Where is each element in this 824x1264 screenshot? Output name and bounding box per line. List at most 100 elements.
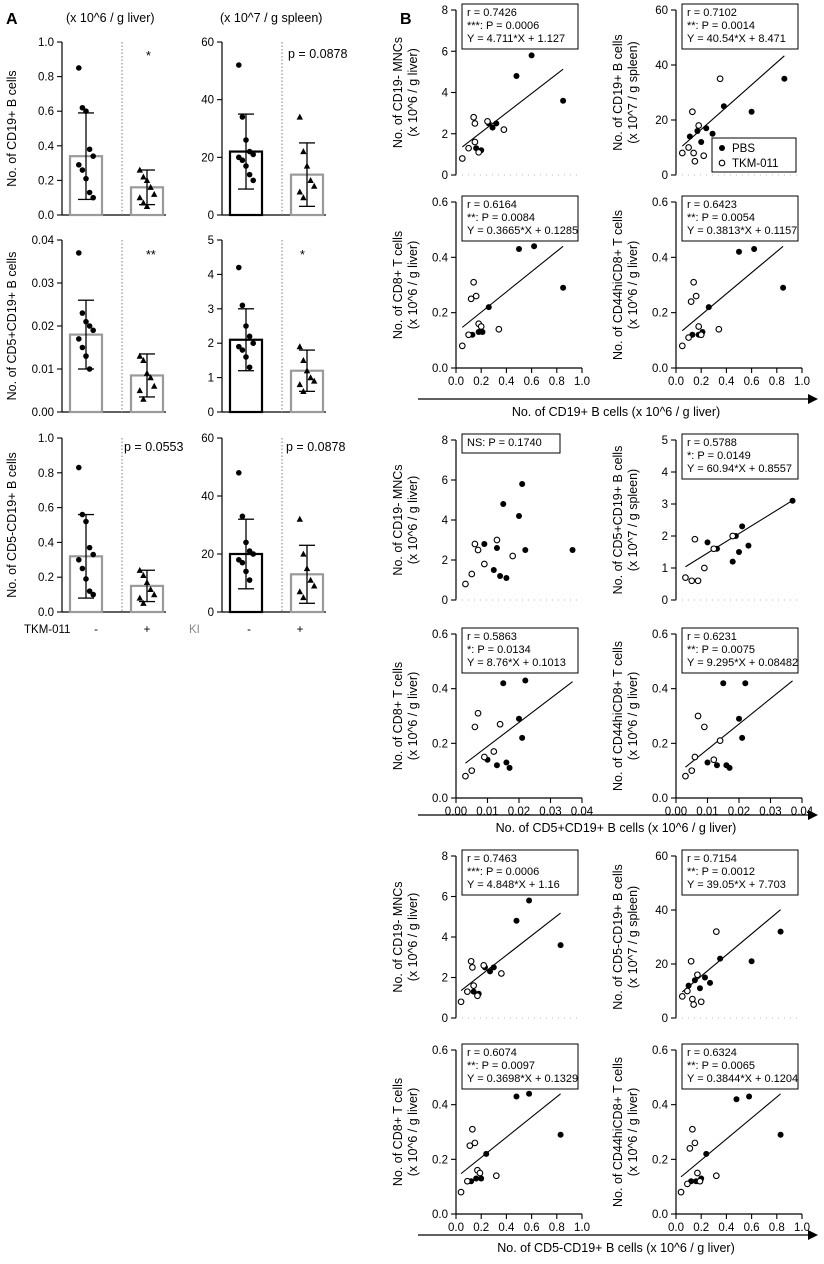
data-point-tkm (471, 540, 479, 548)
bar-chart-a4: 0 1 2 3 4 5 * (208, 235, 326, 419)
data-point-pbs (709, 130, 716, 137)
data-point-pbs (83, 318, 89, 325)
data-point-tkm (694, 577, 702, 585)
bar-chart-a3: 0.00 0.01 0.02 0.03 0.04 No. of CD5+CD19+ B c… (5, 235, 166, 419)
y-axis-unit-label: (x 10^7 / g spleen) (626, 469, 640, 571)
data-point-tkm (474, 992, 481, 1000)
data-point-pbs (493, 762, 500, 769)
scatter-chart-b7: 0.00 0.01 0.02 0.03 0.04 0.0 0.2 0.4 0.6 No. of C… (391, 627, 594, 818)
x-tick-label: 0.6 (744, 1222, 760, 1234)
data-point-tkm (470, 982, 477, 989)
legend-label-tkm: TKM-011 (732, 158, 778, 170)
bar-chart-a6: 0 20 40 60 p = 0.0878 (201, 433, 345, 619)
x-tick-label: 0.01 (476, 806, 498, 818)
data-point-pbs (720, 680, 727, 687)
data-point-tkm (303, 162, 311, 169)
y-axis-unit-label: (x 10^6 / g liver) (406, 672, 420, 761)
data-point-pbs (569, 547, 576, 553)
data-point-pbs (243, 568, 249, 575)
panel-a-letter: A (6, 11, 18, 28)
data-point-tkm (700, 564, 708, 572)
data-point-tkm (688, 577, 696, 585)
data-point-tkm (498, 970, 505, 977)
data-point-tkm (691, 535, 699, 543)
data-point-pbs (726, 764, 733, 771)
data-point-tkm (462, 580, 469, 588)
y-tick-label: 0.6 (38, 503, 54, 515)
y-tick-label: 0.4 (38, 141, 55, 153)
y-tick-label: 0.04 (32, 235, 55, 247)
stats-box-frame (681, 849, 799, 896)
data-point-tkm (307, 374, 314, 381)
scatter-chart-b1: 0 2 4 6 8 No. of CD19- MNCs (x 10^6 / g liver)… (391, 3, 582, 182)
data-point-pbs (686, 133, 693, 140)
data-point-tkm (296, 588, 303, 595)
scatter-chart-b12: 0.0 0.2 0.4 0.6 0.8 1.0 0.0 0.2 0.4 0.6 No. of CD4… (611, 1043, 810, 1234)
data-point-pbs (243, 539, 249, 546)
data-point-tkm (471, 723, 479, 731)
y-tick-label: 5 (208, 235, 214, 247)
data-point-pbs (246, 577, 253, 583)
y-axis-label: No. of CD5-CD19+ B cells (5, 452, 19, 598)
data-point-pbs (83, 576, 89, 582)
data-point-tkm (694, 712, 702, 720)
regression-line (681, 909, 781, 993)
data-point-pbs (90, 327, 96, 334)
significance-annotation: * (300, 248, 305, 262)
data-point-tkm (143, 177, 151, 183)
data-point-tkm (296, 343, 303, 350)
x-tick-label: 0.01 (696, 806, 718, 818)
y-tick-label: 8 (442, 435, 448, 447)
x-tick-label: 0.6 (524, 376, 540, 388)
data-point-pbs (704, 759, 711, 766)
y-tick-label: 20 (201, 549, 214, 561)
scatter-chart-b11: 0.0 0.2 0.4 0.6 0.8 1.0 0.0 0.2 0.4 0.6 No. of CD8… (391, 1043, 590, 1234)
y-tick-label: 0.6 (652, 629, 668, 641)
data-point-tkm (147, 585, 154, 592)
y-axis-label: No. of CD44hiCD8+ T cells (611, 210, 625, 360)
y-tick-label: 0 (442, 170, 448, 182)
y-tick-label: 0.6 (652, 1045, 668, 1057)
data-point-tkm (691, 753, 699, 761)
data-point-tkm (465, 331, 472, 339)
data-point-pbs (239, 302, 246, 309)
stats-line: ***: P = 0.0006 (467, 20, 539, 32)
data-point-tkm (710, 756, 718, 764)
data-point-tkm (471, 120, 479, 127)
y-tick-label: 0.03 (32, 278, 54, 290)
data-point-tkm (690, 1001, 697, 1008)
data-point-pbs (83, 108, 89, 114)
data-point-pbs (76, 336, 82, 342)
data-point-pbs (777, 928, 784, 935)
data-point-tkm (307, 576, 314, 583)
data-point-tkm (468, 570, 476, 578)
stats-box-frame (461, 433, 561, 454)
y-tick-label: 8 (442, 5, 448, 17)
y-axis-unit-label: (x 10^6 / g liver) (406, 1088, 420, 1177)
y-tick-label: 6 (442, 46, 448, 58)
y-tick-label: 0.0 (432, 793, 448, 805)
x-tick-label: 0.0 (668, 376, 684, 388)
y-axis-label: No. of CD44hiCD8+ T cells (611, 1057, 625, 1207)
data-point-pbs (500, 680, 507, 687)
data-point-tkm (458, 342, 466, 350)
x-tick-label: 0.04 (791, 806, 814, 818)
stats-box-frame (681, 627, 799, 674)
y-tick-label: 0.8 (38, 72, 54, 84)
regression-line (685, 680, 793, 768)
data-point-tkm (685, 334, 692, 341)
data-point-pbs (522, 547, 529, 553)
data-point-tkm (490, 748, 498, 755)
data-point-pbs (86, 366, 93, 372)
y-tick-label: 0.8 (38, 468, 54, 480)
y-tick-label: 2 (442, 555, 448, 567)
stats-line: Y = 0.3665*X + 0.1285 (467, 225, 578, 237)
data-point-tkm (311, 582, 318, 589)
stats-box: NS: P = 0.1740 (461, 433, 561, 454)
data-point-tkm (689, 1125, 696, 1133)
bar-chart-a5: 0.0 0.2 0.4 0.6 0.8 1.0 No. of CD5-CD19+ B cel… (5, 433, 183, 619)
data-point-tkm (136, 166, 143, 173)
y-tick-label: 0.2 (432, 1154, 448, 1166)
data-point-pbs (557, 942, 564, 949)
y-tick-label: 1 (208, 373, 214, 385)
